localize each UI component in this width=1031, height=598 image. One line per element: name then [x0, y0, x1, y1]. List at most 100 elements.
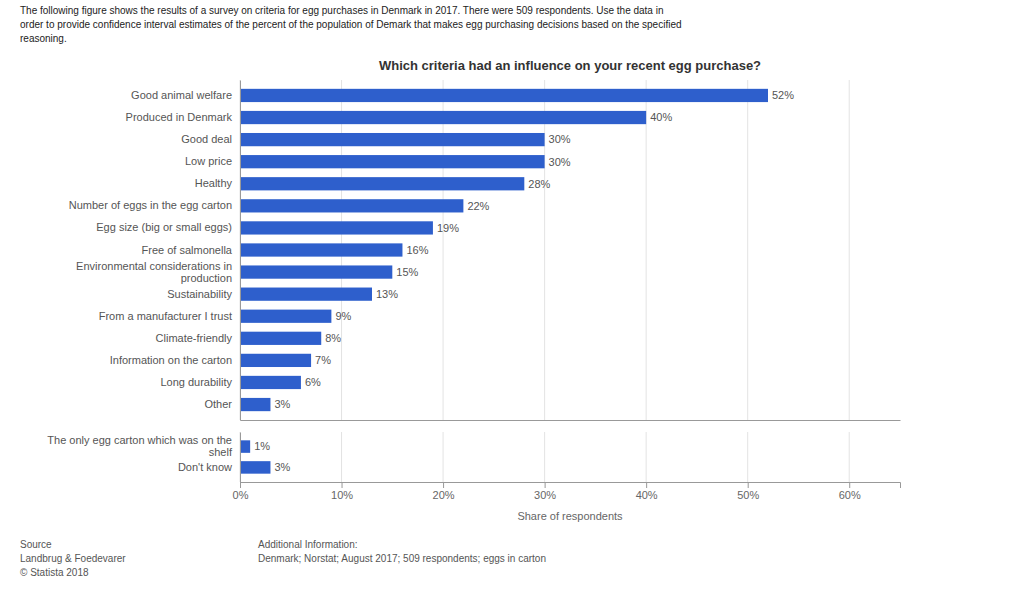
bar: [240, 199, 463, 212]
bar: [240, 243, 402, 256]
text-line: Produced in Denmark: [126, 111, 233, 123]
data-labels: 1%3%: [254, 440, 290, 473]
annotation: SourceLandbrug & Foedevarer© Statista 20…: [20, 539, 126, 578]
grid-line: [849, 432, 850, 482]
bars: [240, 89, 768, 411]
bar: [240, 376, 301, 389]
text-line: Sustainability: [167, 288, 232, 300]
grid-line: [544, 80, 545, 420]
category-label: Don't know: [178, 461, 232, 473]
x-axis: [241, 420, 901, 422]
tick-mark: [646, 482, 647, 488]
category-label: Low price: [185, 155, 232, 167]
tick-mark: [849, 482, 850, 488]
grid: [240, 80, 849, 420]
tick: 30%: [534, 482, 556, 501]
tick: From a manufacturer I trust: [99, 310, 240, 322]
y-axis: Good animal welfareProduced in DenmarkGo…: [69, 81, 241, 421]
text-line: Healthy: [195, 177, 233, 189]
category-label: Produced in Denmark: [126, 111, 233, 123]
y-axis: The only egg carton which was on theshel…: [47, 433, 240, 483]
text-line: Don't know: [178, 461, 232, 473]
bar: [240, 221, 433, 234]
tick-mark: [748, 482, 749, 488]
x-axis: 0%10%20%30%40%50%60%: [233, 482, 901, 501]
chart-root: The following figure shows the results o…: [0, 0, 1031, 598]
tick: Free of salmonella: [142, 244, 241, 256]
text-line: Free of salmonella: [142, 244, 233, 256]
tick: Climate-friendly: [156, 332, 240, 344]
bars: [240, 440, 270, 473]
data-label: 40%: [650, 111, 672, 123]
tick-label: 60%: [839, 489, 861, 501]
data-label: 15%: [396, 266, 418, 278]
header: The following figure shows the results o…: [20, 5, 682, 44]
category-label: Free of salmonella: [142, 244, 233, 256]
tick-mark: [240, 482, 241, 488]
category-label: Number of eggs in the egg carton: [69, 199, 232, 211]
tick: 10%: [331, 482, 353, 501]
axis-line: [240, 433, 241, 483]
data-label: 30%: [549, 133, 571, 145]
bar: [240, 177, 524, 190]
text-line: Landbrug & Foedevarer: [20, 553, 126, 564]
text-line: Long durability: [160, 376, 232, 388]
grid-line: [240, 432, 241, 482]
text-line: Egg size (big or small eggs): [96, 221, 232, 233]
data-label: 30%: [549, 156, 571, 168]
category-label: Sustainability: [167, 288, 232, 300]
tick-mark: [443, 482, 444, 488]
tick: 40%: [636, 482, 658, 501]
tick: 60%: [839, 482, 861, 501]
bar: [240, 310, 331, 323]
tick: Healthy: [195, 177, 240, 189]
text-line: order to provide confidence interval est…: [20, 19, 682, 30]
category-label: The only egg carton which was on theshel…: [47, 434, 233, 458]
bar: [240, 89, 768, 102]
data-label: 28%: [528, 178, 550, 190]
bar: [240, 265, 392, 278]
category-label: Good deal: [181, 133, 232, 145]
bar: [240, 288, 372, 301]
text-line: Denmark; Norstat; August 2017; 509 respo…: [258, 553, 546, 564]
grid-line: [646, 432, 647, 482]
category-label: Long durability: [160, 376, 232, 388]
data-labels: 52%40%30%30%28%22%19%16%15%13%9%8%7%6%3%: [274, 89, 794, 410]
text-line: Climate-friendly: [156, 332, 233, 344]
category-label: Information on the carton: [110, 354, 232, 366]
text-line: production: [181, 272, 232, 284]
data-label: 13%: [376, 288, 398, 300]
tick: Low price: [185, 155, 240, 167]
text-line: Other: [204, 398, 232, 410]
grid-line: [443, 80, 444, 420]
tick: Information on the carton: [110, 354, 240, 366]
bar: [240, 133, 545, 146]
text-line: Additional Information:: [258, 539, 358, 550]
category-label: Egg size (big or small eggs): [96, 221, 232, 233]
tick-label: 50%: [737, 489, 759, 501]
data-label: 9%: [335, 310, 351, 322]
bar: [240, 354, 311, 367]
text-line: Source: [20, 539, 52, 550]
grid: [240, 432, 849, 482]
grid-line: [849, 80, 850, 420]
tick: Sustainability: [167, 288, 240, 300]
tick: The only egg carton which was on theshel…: [47, 434, 240, 458]
tick: Number of eggs in the egg carton: [69, 199, 240, 211]
category-label: From a manufacturer I trust: [99, 310, 232, 322]
text-line: Low price: [185, 155, 232, 167]
panel: The only egg carton which was on theshel…: [47, 432, 900, 501]
data-label: 3%: [274, 398, 290, 410]
axis-line: [241, 483, 901, 489]
annotation: Additional Information: Denmark; Norstat;…: [258, 539, 546, 564]
data-label: 1%: [254, 440, 270, 452]
data-label: 16%: [406, 244, 428, 256]
grid-line: [443, 432, 444, 482]
category-label: Other: [204, 398, 232, 410]
category-label: Environmental considerations inproductio…: [76, 260, 232, 284]
bar: [240, 398, 270, 411]
category-label: Climate-friendly: [156, 332, 233, 344]
bar: [240, 332, 321, 345]
tick: Produced in Denmark: [126, 111, 240, 123]
tick: 50%: [737, 482, 759, 501]
